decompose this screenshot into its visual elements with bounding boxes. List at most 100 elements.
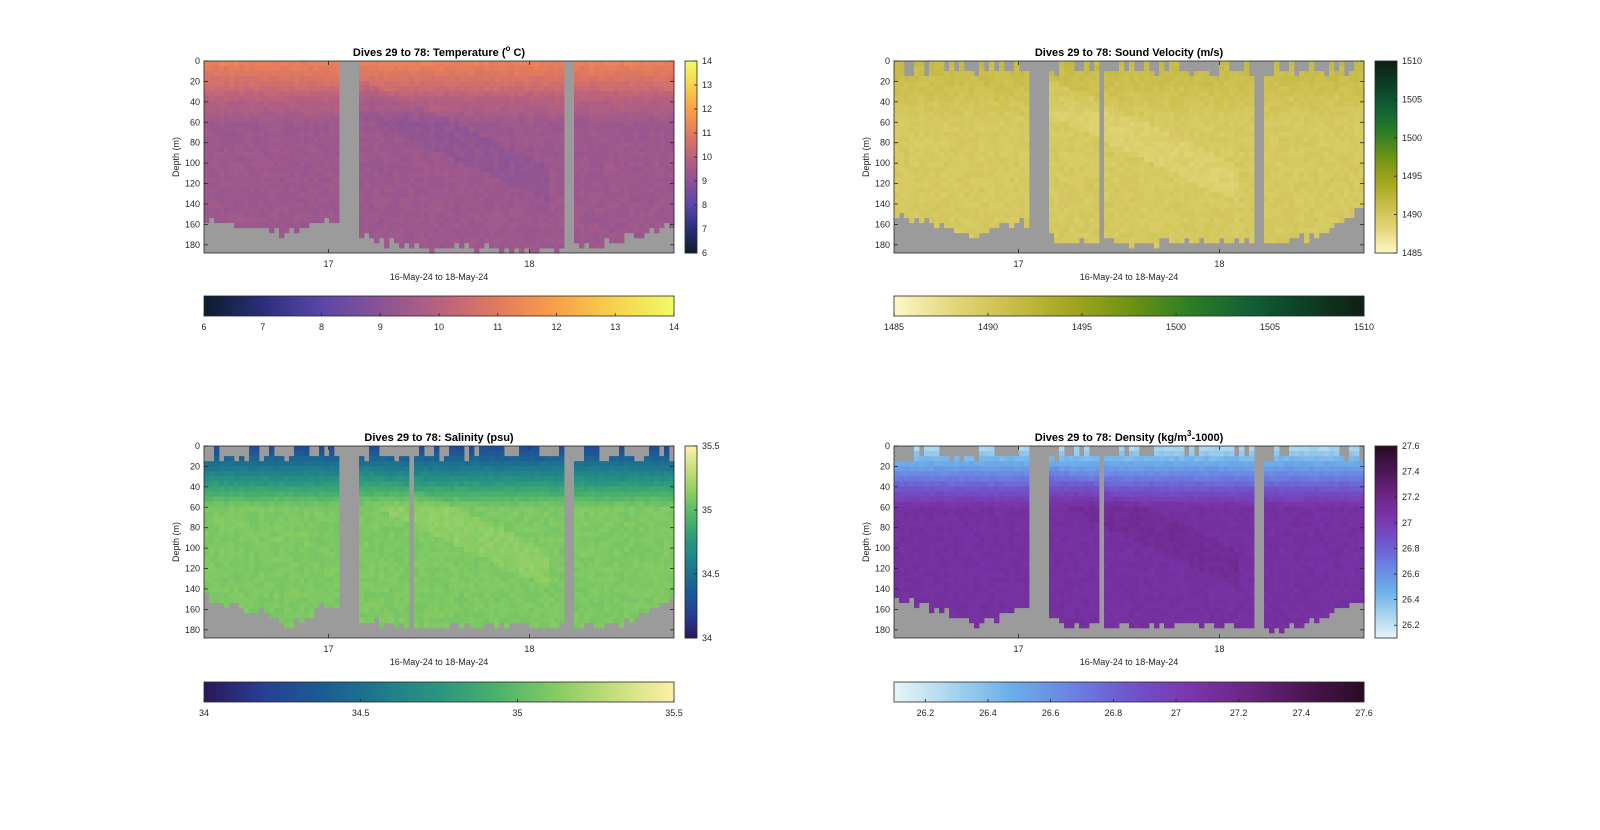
heatmap-cell [404,222,410,229]
heatmap-cell [944,91,950,97]
heatmap-cell [924,202,930,208]
heatmap-cell [649,162,655,168]
heatmap-cell [524,121,530,128]
heatmap-cell [1069,182,1075,188]
heatmap-cell [1074,141,1080,148]
heatmap-cell [649,141,655,148]
heatmap-cells [204,61,675,254]
heatmap-cell [584,116,590,123]
heatmap-cell [624,182,630,188]
heatmap-cell [624,146,630,153]
heatmap-cell [609,61,615,67]
heatmap-cell [904,192,910,198]
y-tick-label: 140 [185,199,200,209]
heatmap-cell [1104,146,1110,153]
heatmap-cell [524,207,530,213]
heatmap-cell [284,202,290,208]
heatmap-cell [374,227,380,234]
heatmap-cell [469,126,475,133]
heatmap-cell [609,91,615,97]
colorbar-swatch [685,193,697,197]
heatmap-cell [1134,136,1140,143]
heatmap-cell [224,177,230,183]
heatmap-cell [454,237,460,244]
heatmap-cell [489,192,495,198]
heatmap-cell [964,126,970,133]
heatmap-cell [1114,106,1120,112]
heatmap-cell [604,111,610,117]
heatmap-cell [474,136,480,143]
heatmap-cell [1164,101,1170,107]
heatmap-cell [584,227,590,234]
heatmap-cell [404,197,410,203]
heatmap-cell [984,207,990,213]
heatmap-cell [274,172,280,178]
heatmap-cell [1114,157,1120,163]
heatmap-cell [539,157,545,163]
heatmap-cell [944,182,950,188]
heatmap-cell [539,71,545,77]
heatmap-cell [979,177,985,183]
colorbar-tick-label: 11 [702,128,711,138]
heatmap-cell [899,202,905,208]
heatmap-cell [404,116,410,123]
heatmap-cell [964,202,970,208]
heatmap-cell [639,76,645,82]
heatmap-cell [279,121,285,128]
heatmap-cell [439,222,445,229]
heatmap-cell [934,162,940,168]
colorbar-swatch [403,296,409,316]
heatmap-cell [1154,237,1160,244]
heatmap-cell [554,157,560,163]
heatmap-cell [614,136,620,143]
heatmap-cell [464,66,470,72]
heatmap-cell [549,151,555,158]
heatmap-cell [899,172,905,178]
heatmap-cell [424,162,430,168]
heatmap-cell [944,131,950,138]
heatmap-cell [944,207,950,213]
heatmap-cell [899,91,905,97]
heatmap-cell [269,116,275,123]
heatmap-cell [484,76,490,82]
heatmap-cell [254,151,260,158]
heatmap-cell [414,106,420,112]
heatmap-cell [634,162,640,168]
heatmap-cell [294,96,300,102]
heatmap-cell [249,81,255,87]
heatmap-cell [1074,222,1080,229]
heatmap-cell [1054,96,1060,102]
heatmap-cell [959,187,965,193]
heatmap-cell [239,126,245,133]
heatmap-cell [474,91,480,97]
heatmap-cell [894,111,900,117]
heatmap-cell [414,91,420,97]
heatmap-cell [279,167,285,173]
heatmap-cell [1104,222,1110,229]
heatmap-cell [644,187,650,193]
colorbar-swatch [505,296,510,316]
heatmap-cell [934,212,940,219]
heatmap-cell [664,217,670,224]
colorbar-swatch [662,296,667,316]
heatmap-cell [334,192,340,198]
heatmap-cell [1054,162,1060,168]
heatmap-cell [609,81,615,87]
heatmap-cell [1104,217,1110,224]
heatmap-cell [599,202,605,208]
heatmap-cell [449,242,455,249]
heatmap-cell [209,91,215,97]
heatmap-cell [264,101,270,107]
heatmap-cell [469,187,475,193]
heatmap-cell [589,222,595,229]
heatmap-cell [439,172,445,178]
heatmap-cell [964,217,970,224]
heatmap-cell [579,116,585,123]
heatmap-cell [1004,177,1010,183]
heatmap-cell [619,81,625,87]
heatmap-cell [919,202,925,208]
heatmap-cell [669,81,675,87]
heatmap-cell [589,187,595,193]
heatmap-cell [964,96,970,102]
heatmap-cell [494,76,500,82]
